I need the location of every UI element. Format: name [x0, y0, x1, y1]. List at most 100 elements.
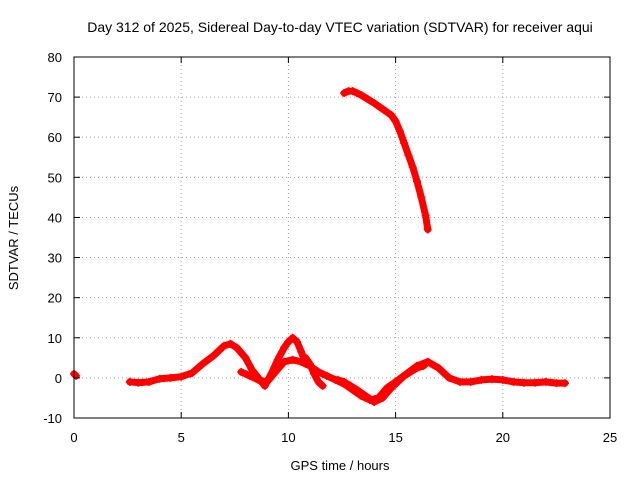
- data-point: [423, 225, 432, 234]
- data-point: [445, 373, 454, 382]
- data-point: [404, 151, 413, 160]
- data-point: [391, 117, 400, 126]
- data-point: [348, 87, 357, 96]
- y-axis-label: SDTVAR / TECUs: [6, 185, 21, 290]
- data-point: [455, 377, 464, 386]
- x-tick-label: 0: [70, 430, 77, 445]
- data-point: [145, 377, 154, 386]
- data-point: [387, 383, 396, 392]
- data-point: [72, 371, 81, 380]
- data-point: [488, 375, 497, 384]
- data-point: [280, 357, 289, 366]
- data-point: [417, 193, 426, 202]
- data-point: [209, 351, 218, 360]
- data-point: [280, 343, 289, 352]
- data-point: [361, 391, 370, 400]
- plot-frame: [73, 56, 611, 419]
- data-point: [357, 91, 366, 100]
- data-point: [395, 127, 404, 136]
- data-points: [70, 87, 569, 406]
- data-point: [434, 363, 443, 372]
- data-point: [125, 377, 134, 386]
- data-point: [423, 357, 432, 366]
- data-point: [340, 377, 349, 386]
- data-point: [370, 99, 379, 108]
- x-tick-label: 5: [178, 430, 185, 445]
- data-point: [292, 337, 301, 346]
- data-point: [370, 397, 379, 406]
- data-point: [134, 378, 143, 387]
- data-point: [245, 371, 254, 380]
- data-point: [421, 211, 430, 220]
- data-point: [400, 371, 409, 380]
- data-point: [220, 341, 229, 350]
- data-point: [520, 378, 529, 387]
- data-point: [237, 367, 246, 376]
- x-tick-label: 15: [388, 430, 402, 445]
- data-point: [387, 111, 396, 120]
- data-point: [498, 375, 507, 384]
- data-point: [226, 339, 235, 348]
- data-point: [541, 377, 550, 386]
- data-point: [273, 355, 282, 364]
- data-point: [322, 371, 331, 380]
- data-point: [301, 353, 310, 362]
- data-point: [530, 378, 539, 387]
- data-point: [314, 377, 323, 386]
- x-tick-label: 20: [496, 430, 510, 445]
- data-point: [363, 95, 372, 104]
- data-point: [378, 105, 387, 114]
- data-point: [187, 369, 196, 378]
- data-point: [509, 377, 518, 386]
- data-point: [241, 353, 250, 362]
- data-point: [477, 375, 486, 384]
- data-point: [466, 377, 475, 386]
- y-tick-label: 10: [48, 331, 62, 346]
- data-point: [155, 374, 164, 383]
- data-point: [400, 139, 409, 148]
- data-point: [297, 347, 306, 356]
- data-point: [419, 361, 428, 370]
- y-tick-label: 60: [48, 130, 62, 145]
- x-axis-label: GPS time / hours: [291, 458, 390, 473]
- data-point: [353, 385, 362, 394]
- data-point: [271, 367, 280, 376]
- data-point: [413, 177, 422, 186]
- data-point: [284, 337, 293, 346]
- data-point: [166, 373, 175, 382]
- y-tick-label: 80: [48, 50, 62, 65]
- data-point: [232, 343, 241, 352]
- y-tick-label: 70: [48, 90, 62, 105]
- data-point: [198, 359, 207, 368]
- data-point: [340, 89, 349, 98]
- data-point: [318, 381, 327, 390]
- data-point: [406, 367, 415, 376]
- y-tick-label: 30: [48, 251, 62, 266]
- data-point: [353, 89, 362, 98]
- data-point: [393, 377, 402, 386]
- data-point: [305, 359, 314, 368]
- y-tick-label: -10: [43, 411, 62, 426]
- data-point: [552, 379, 561, 388]
- x-tick-label: 25: [603, 430, 617, 445]
- data-point: [262, 377, 271, 386]
- chart-title: Day 312 of 2025, Sidereal Day-to-day VTE…: [87, 19, 593, 35]
- data-point: [288, 355, 297, 364]
- data-point: [310, 369, 319, 378]
- data-point: [378, 393, 387, 402]
- data-point: [333, 375, 342, 384]
- axis-ticks: 0 5 10 15 20 25 -10 0 10 20 30 40 50 60 70 80: [43, 50, 617, 445]
- y-tick-label: 40: [48, 210, 62, 225]
- y-tick-label: 0: [55, 371, 62, 386]
- data-point: [408, 163, 417, 172]
- data-point: [288, 333, 297, 342]
- data-point: [346, 381, 355, 390]
- data-point: [560, 379, 569, 388]
- x-tick-label: 10: [281, 430, 295, 445]
- data-point: [177, 372, 186, 381]
- data-point: [254, 375, 263, 384]
- y-tick-label: 20: [48, 291, 62, 306]
- data-point: [413, 363, 422, 372]
